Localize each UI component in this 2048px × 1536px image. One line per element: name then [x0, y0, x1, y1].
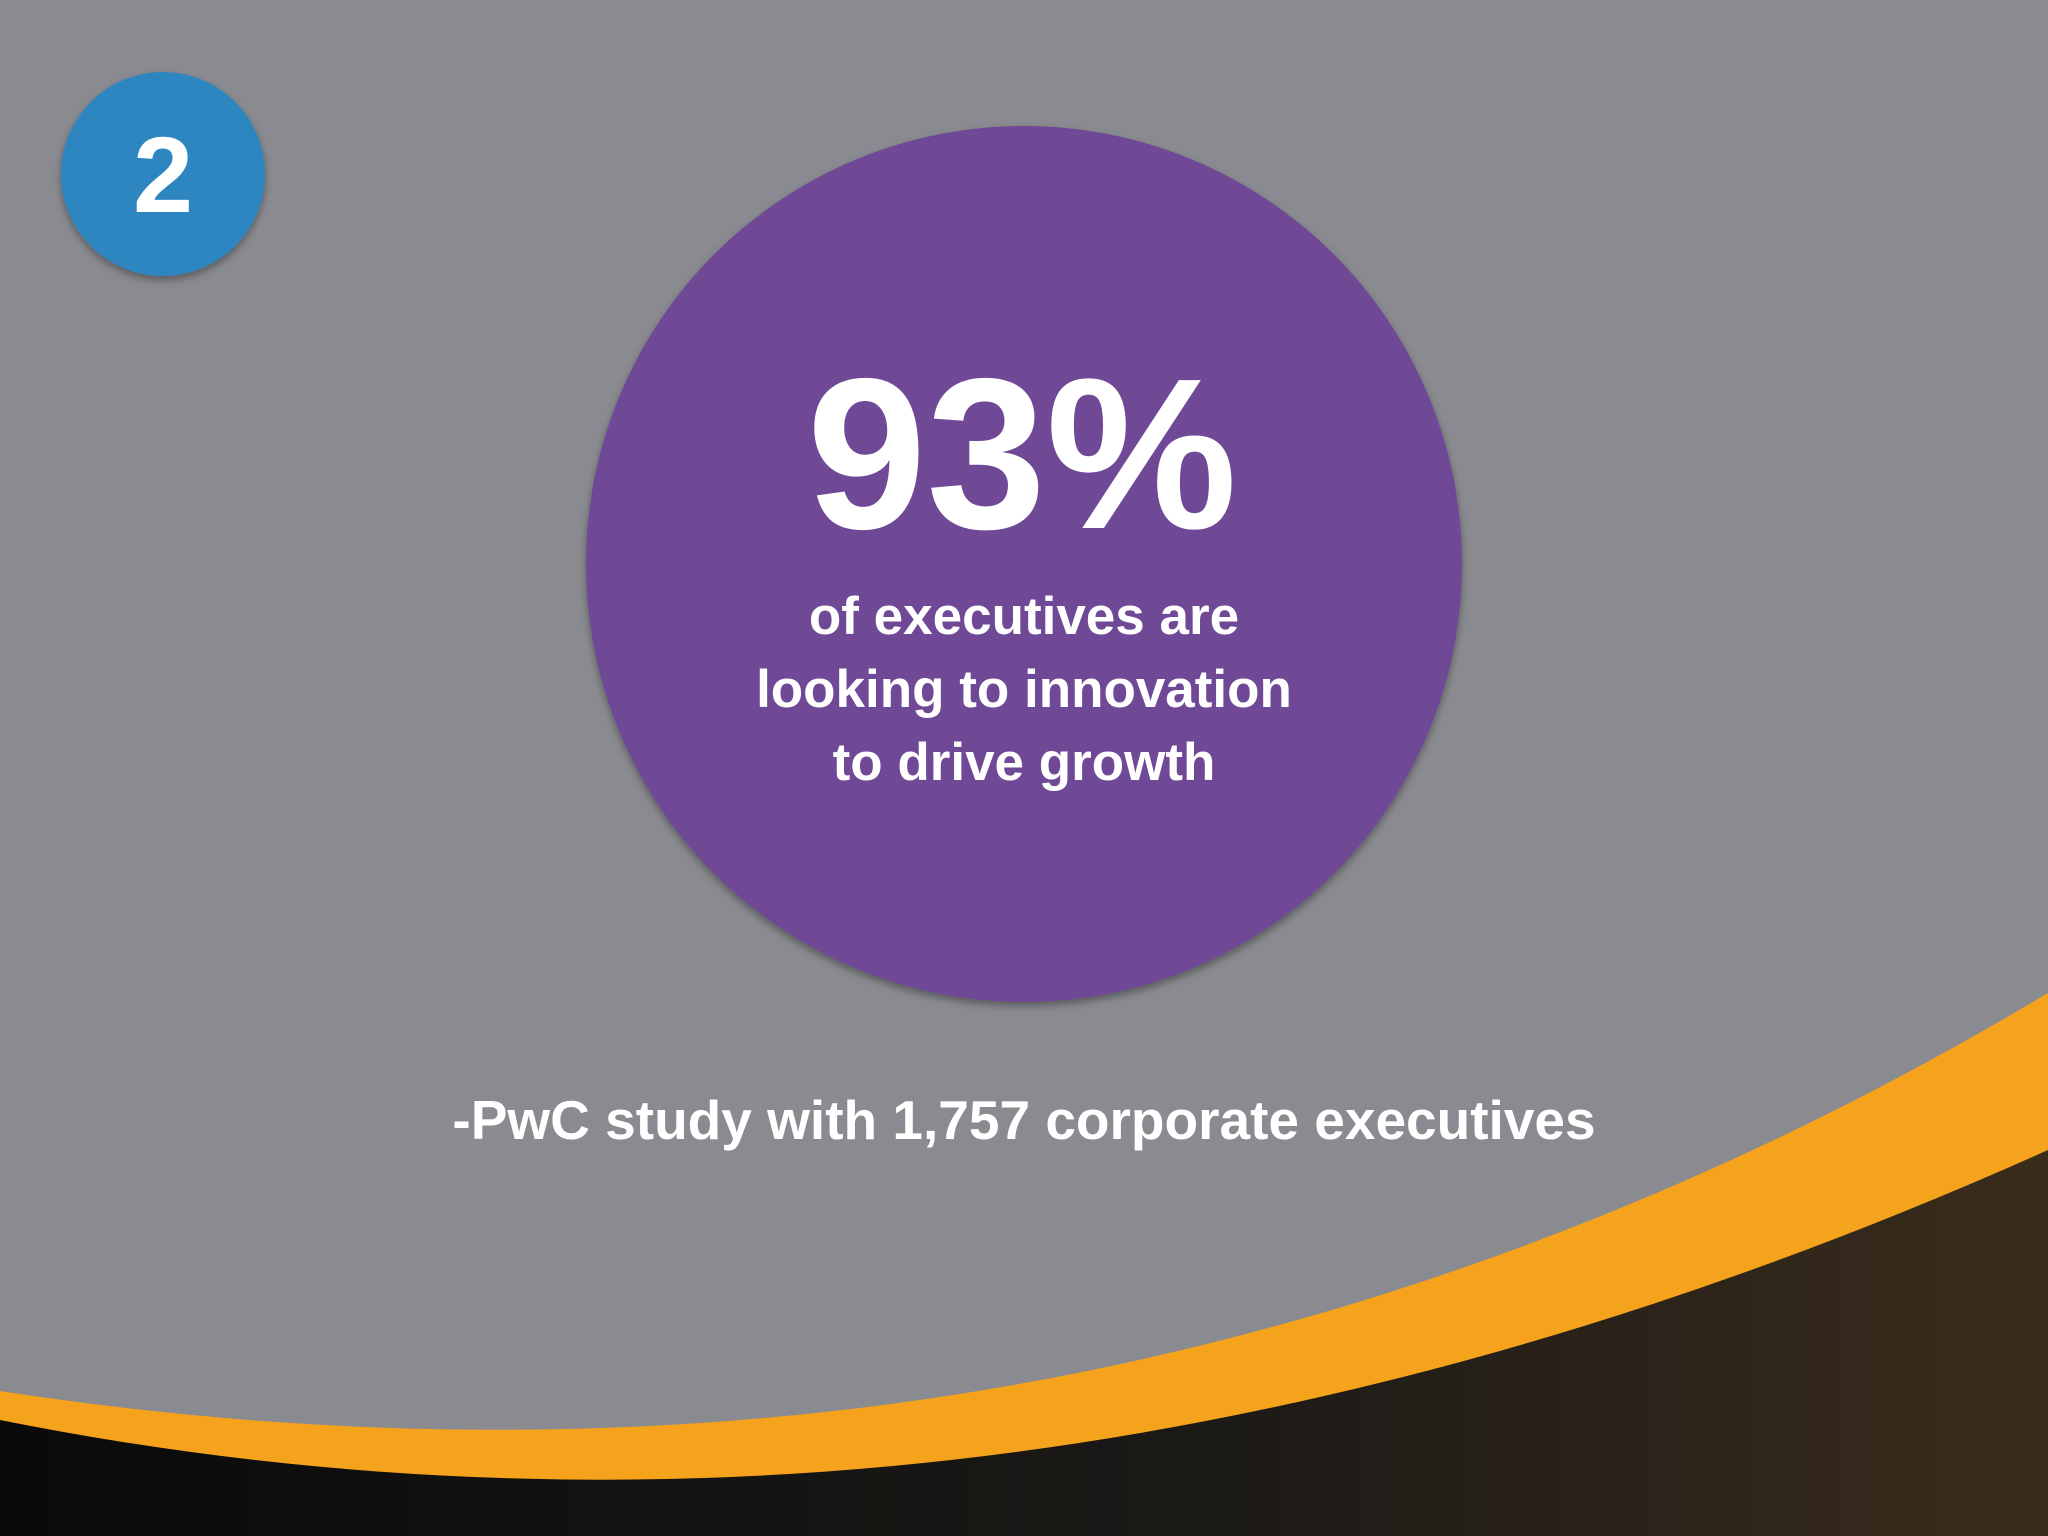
badge-number: 2 [133, 114, 193, 235]
dark-swoosh [0, 1150, 2048, 1536]
citation: -PwC study with 1,757 corporate executiv… [452, 1089, 1595, 1151]
headline: 93% [807, 333, 1237, 574]
body-line: of executives are [809, 587, 1239, 646]
body-line: looking to innovation [756, 660, 1292, 719]
badge-circle [61, 72, 265, 276]
stat-circle [586, 126, 1462, 1002]
body-line: to drive growth [833, 733, 1216, 792]
